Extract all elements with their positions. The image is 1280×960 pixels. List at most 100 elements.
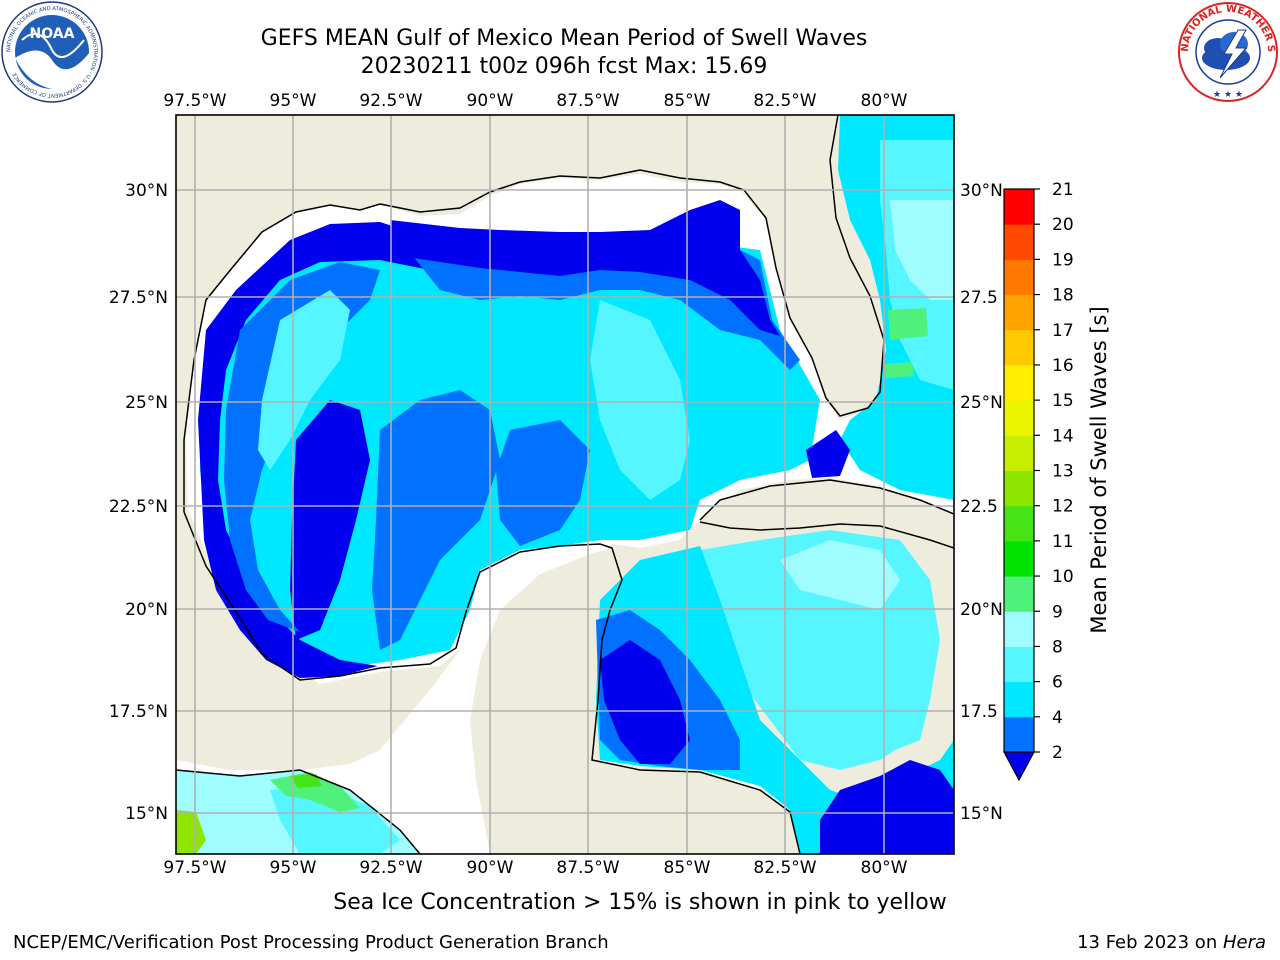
swell-green-atlantic-2 xyxy=(884,362,914,378)
lon-label-bottom: 82.5°W xyxy=(753,858,816,878)
lon-label-top: 82.5°W xyxy=(753,91,816,111)
colorbar-tick-label: 8 xyxy=(1052,637,1063,657)
lat-label-right: 25°N xyxy=(960,393,1003,413)
lat-label-left: 22.5°N xyxy=(109,497,168,517)
lon-label-bottom: 87.5°W xyxy=(556,858,619,878)
swell-verylightcyan xyxy=(780,540,900,610)
noaa-logo-icon: NOAA NATIONAL OCEANIC AND ATMOSPHERIC AD… xyxy=(1,1,103,103)
swell-lightcyan-2 xyxy=(590,300,690,500)
colorbar-tick-label: 17 xyxy=(1052,321,1074,341)
lon-label-top: 95°W xyxy=(270,91,317,111)
lon-label-bottom: 95°W xyxy=(270,858,317,878)
lat-label-left: 30°N xyxy=(125,181,168,201)
lon-label-top: 80°W xyxy=(861,91,908,111)
lat-label-left: 15°N xyxy=(125,804,168,824)
colorbar-tick-label: 4 xyxy=(1052,708,1063,728)
coastlines xyxy=(176,115,954,854)
lon-label-bottom: 85°W xyxy=(664,858,711,878)
lon-label-bottom: 92.5°W xyxy=(359,858,422,878)
colorbar-bin xyxy=(1004,364,1034,401)
colorbar-extension xyxy=(1002,751,1036,782)
colorbar-tick-label: 12 xyxy=(1052,497,1074,517)
lon-label-bottom: 97.5°W xyxy=(163,858,226,878)
lon-label-top: 85°W xyxy=(664,91,711,111)
swell-blue-east xyxy=(496,420,590,546)
lat-labels-left: 30°N 27.5°N 25°N 22.5°N 20°N 17.5°N 15°N xyxy=(109,181,168,824)
colorbar-bin xyxy=(1004,716,1034,753)
lon-label-top: 97.5°W xyxy=(163,91,226,111)
sea-ice-note: Sea Ice Concentration > 15% is shown in … xyxy=(333,890,947,915)
lon-label-top: 92.5°W xyxy=(359,91,422,111)
colorbar-bin xyxy=(1004,470,1034,507)
pacific-green-3 xyxy=(290,774,322,788)
cuba-land xyxy=(700,480,954,548)
colorbar-tick-label: 16 xyxy=(1052,356,1074,376)
lat-labels-right: 30°N 27.5 25°N 22.5 20°N 17.5 15°N xyxy=(960,181,1003,824)
colorbar-bin xyxy=(1004,576,1034,612)
colorbar-tick-label: 14 xyxy=(1052,426,1074,446)
lat-label-left: 20°N xyxy=(125,600,168,620)
colorbar-tick-label: 10 xyxy=(1052,567,1074,587)
colorbar-tick-label: 13 xyxy=(1052,462,1074,482)
colorbar-tick-label: 19 xyxy=(1052,250,1074,270)
swell-darkblue-central xyxy=(290,400,370,640)
swell-cyan-caribbean xyxy=(596,546,954,854)
swell-darkblue-keys xyxy=(806,430,850,478)
colorbar-tick-label: 20 xyxy=(1052,215,1074,235)
colorbar-bin xyxy=(1004,224,1034,260)
svg-text:★ ★ ★: ★ ★ ★ xyxy=(1213,90,1243,100)
swell-green-atlantic xyxy=(888,308,928,340)
lat-label-right: 20°N xyxy=(960,600,1003,620)
colorbar-bin xyxy=(1004,329,1034,366)
lat-label-right: 30°N xyxy=(960,181,1003,201)
lat-label-right: 15°N xyxy=(960,804,1003,824)
nws-logo-icon: NATIONAL WEATHER SERVICE ★ ★ ★ xyxy=(1176,0,1278,102)
colorbar-tick-label: 2 xyxy=(1052,743,1063,763)
chart-title: GEFS MEAN Gulf of Mexico Mean Period of … xyxy=(260,26,868,51)
lat-label-left: 17.5°N xyxy=(109,702,168,722)
map-panel xyxy=(176,115,954,854)
credit-line: NCEP/EMC/Verification Post Processing Pr… xyxy=(13,932,609,953)
colorbar-tick-label: 18 xyxy=(1052,286,1074,306)
map-frame xyxy=(175,114,955,855)
lon-label-top: 87.5°W xyxy=(556,91,619,111)
colorbar-bin xyxy=(1004,189,1034,225)
lon-label-bottom: 80°W xyxy=(861,858,908,878)
colorbar-tick-label: 9 xyxy=(1052,602,1063,622)
lon-labels-top: 97.5°W 95°W 92.5°W 90°W 87.5°W 85°W 82.5°W 80°W xyxy=(163,91,907,111)
swell-verylightcyan-atlantic xyxy=(890,200,954,300)
swell-blue-west xyxy=(224,262,380,632)
colorbar-tick-label: 11 xyxy=(1052,532,1074,552)
lon-label-top: 90°W xyxy=(467,91,514,111)
colorbar-bin xyxy=(1004,505,1034,542)
noaa-wordmark: NOAA xyxy=(30,26,75,42)
lon-label-bottom: 90°W xyxy=(467,858,514,878)
date-text: 13 Feb 2023 on xyxy=(1077,932,1223,953)
pacific-cyan xyxy=(270,786,400,854)
lon-labels-bottom: 97.5°W 95°W 92.5°W 90°W 87.5°W 85°W 82.5°W 80°W xyxy=(163,858,907,878)
colorbar-bin xyxy=(1004,400,1034,436)
pacific-green-2 xyxy=(176,810,206,854)
swell-darkblue-se xyxy=(820,760,954,854)
colorbar-bin xyxy=(1004,611,1034,647)
chart-subtitle: 20230211 t00z 096h fcst Max: 15.69 xyxy=(360,54,768,79)
colorbar-bin xyxy=(1004,681,1034,718)
host-name: Hera xyxy=(1222,932,1266,953)
swell-blue-central xyxy=(372,390,500,650)
lat-label-right: 27.5 xyxy=(960,288,998,308)
lat-label-right: 22.5 xyxy=(960,497,998,517)
colorbar: 2 4 6 8 9 10 11 12 13 14 15 16 17 18 19 20 21 xyxy=(1002,180,1074,782)
graticule xyxy=(176,115,954,854)
colorbar-label: Mean Period of Swell Waves [s] xyxy=(1087,306,1111,633)
lat-label-left: 27.5°N xyxy=(109,288,168,308)
swell-darkblue-caribbean xyxy=(600,640,690,764)
date-stamp: 13 Feb 2023 on Hera xyxy=(1077,932,1266,953)
swell-lightcyan-1 xyxy=(258,290,350,470)
colorbar-bin xyxy=(1004,259,1034,296)
florida-land xyxy=(740,115,884,400)
colorbar-tick-label: 15 xyxy=(1052,391,1074,411)
colorbar-bin xyxy=(1004,435,1034,471)
swell-darkblue-north xyxy=(390,200,780,336)
lat-label-left: 25°N xyxy=(125,393,168,413)
